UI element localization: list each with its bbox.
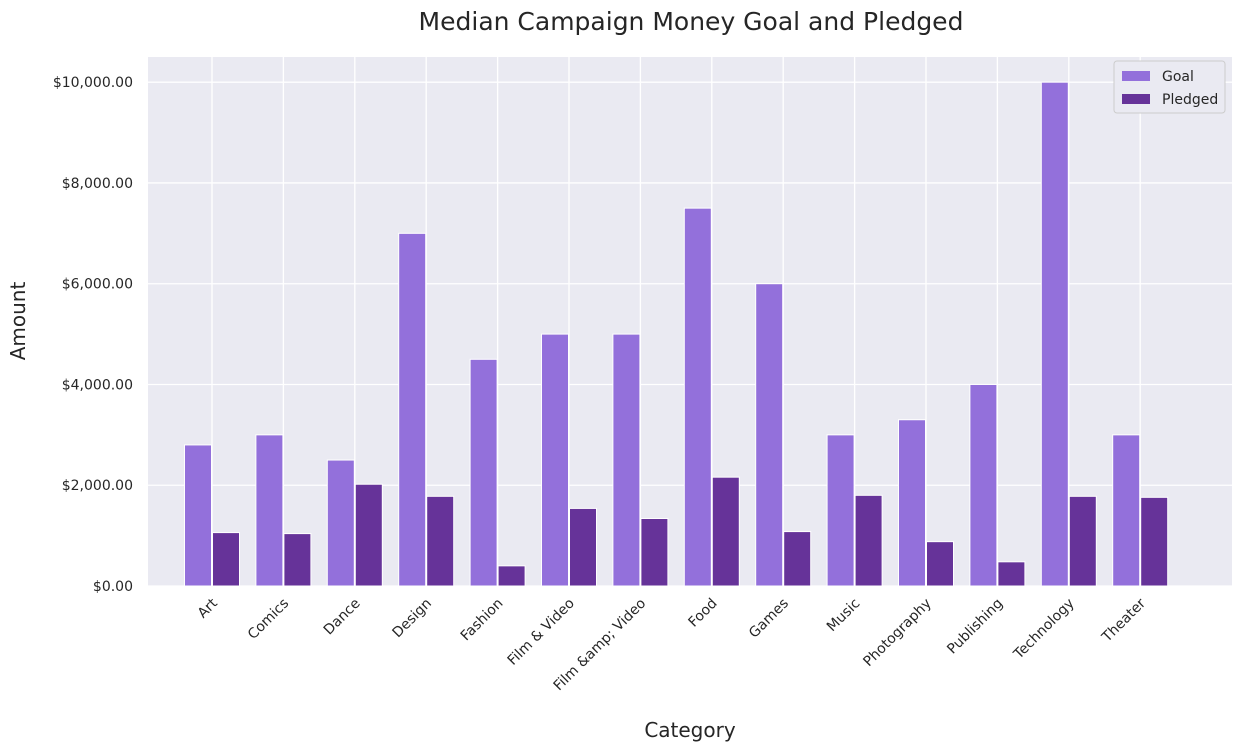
bar-goal <box>755 283 784 587</box>
bar-pledged <box>997 561 1026 587</box>
legend: Goal Pledged <box>1113 60 1226 114</box>
y-tick-label: $8,000.00 <box>62 176 133 192</box>
bar-goal <box>826 434 855 587</box>
bar-goal <box>1040 81 1069 587</box>
x-tick-label: Food <box>686 596 721 631</box>
bar-pledged <box>1140 496 1169 587</box>
bar-pledged <box>640 517 669 587</box>
bar-pledged <box>783 531 812 587</box>
legend-swatch-pledged <box>1122 94 1150 104</box>
bar-pledged <box>283 533 312 587</box>
bar-goal <box>898 419 926 587</box>
legend-label-goal: Goal <box>1162 69 1194 85</box>
bars <box>184 81 1169 587</box>
y-tick-label: $10,000.00 <box>53 75 133 91</box>
x-tick-label: Design <box>390 596 435 641</box>
y-tick-label: $4,000.00 <box>62 377 133 393</box>
bar-goal <box>184 444 212 587</box>
bar-goal <box>683 207 712 587</box>
x-tick-label: Film & Video <box>505 596 578 669</box>
y-tick-label: $6,000.00 <box>62 277 133 293</box>
bar-pledged <box>854 494 883 587</box>
x-axis-label: Category <box>644 718 736 742</box>
bar-pledged <box>1068 495 1097 587</box>
bar-pledged <box>354 483 383 587</box>
y-tick-label: $0.00 <box>93 579 133 595</box>
x-tick-label: Games <box>746 596 792 642</box>
x-tick-label: Photography <box>860 596 934 670</box>
x-tick-label: Publishing <box>944 596 1006 658</box>
y-axis-label: Amount <box>6 282 30 361</box>
x-tick-label: Music <box>824 596 863 635</box>
bar-pledged <box>497 565 526 587</box>
bar-pledged <box>711 476 740 587</box>
bar-goal <box>398 232 427 587</box>
bar-goal <box>326 459 355 587</box>
y-tick-label: $2,000.00 <box>62 478 133 494</box>
bar-pledged <box>212 532 240 587</box>
bar-goal <box>541 333 569 587</box>
x-tick-label: Theater <box>1098 595 1149 646</box>
x-tick-label: Technology <box>1010 596 1077 663</box>
bar-goal <box>1112 434 1141 587</box>
chart-title: Median Campaign Money Goal and Pledged <box>419 7 964 36</box>
x-tick-label: Comics <box>245 596 292 643</box>
bar-pledged <box>426 495 455 587</box>
bar-goal <box>255 434 284 587</box>
legend-label-pledged: Pledged <box>1162 92 1218 108</box>
bar-goal <box>612 333 641 587</box>
bar-goal <box>969 383 998 587</box>
bar-pledged <box>569 507 597 587</box>
x-tick-label: Art <box>195 595 221 621</box>
x-tick-label: Fashion <box>458 596 507 645</box>
y-axis-ticks: $0.00 $2,000.00 $4,000.00 $6,000.00 $8,000.0… <box>53 75 133 595</box>
x-tick-label: Dance <box>321 596 364 639</box>
bar-goal <box>469 358 498 587</box>
legend-swatch-goal <box>1122 71 1150 81</box>
bar-pledged <box>926 541 954 587</box>
